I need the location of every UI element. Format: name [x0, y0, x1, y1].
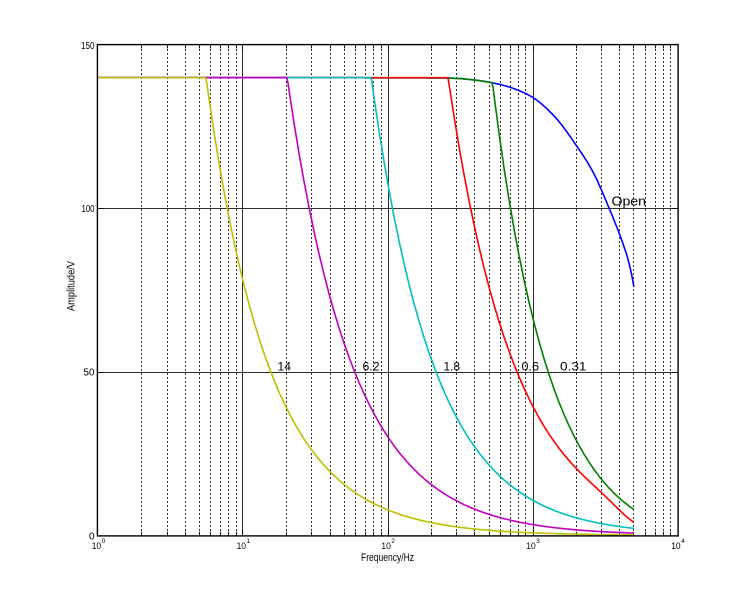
svg-text:Open: Open	[612, 195, 647, 209]
svg-text:10: 10	[237, 541, 246, 552]
svg-text:Amplitude/V: Amplitude/V	[66, 260, 78, 311]
svg-text:150: 150	[81, 41, 95, 52]
svg-text:10: 10	[526, 541, 535, 552]
svg-text:100: 100	[82, 204, 95, 215]
svg-text:2: 2	[391, 538, 395, 545]
svg-text:4: 4	[681, 538, 685, 545]
svg-text:6.2: 6.2	[363, 360, 380, 374]
svg-text:0: 0	[89, 531, 95, 542]
svg-text:0.31: 0.31	[560, 360, 587, 374]
svg-text:10: 10	[671, 541, 680, 552]
svg-text:1: 1	[247, 538, 251, 545]
svg-text:50: 50	[84, 367, 95, 378]
svg-text:1.8: 1.8	[444, 360, 461, 374]
svg-text:0: 0	[102, 538, 106, 545]
svg-text:0.6: 0.6	[522, 360, 540, 374]
svg-text:3: 3	[536, 538, 540, 545]
svg-text:10: 10	[92, 541, 101, 552]
svg-text:14: 14	[278, 360, 292, 374]
svg-text:Frequency/Hz: Frequency/Hz	[361, 552, 414, 564]
svg-text:10: 10	[381, 541, 390, 552]
